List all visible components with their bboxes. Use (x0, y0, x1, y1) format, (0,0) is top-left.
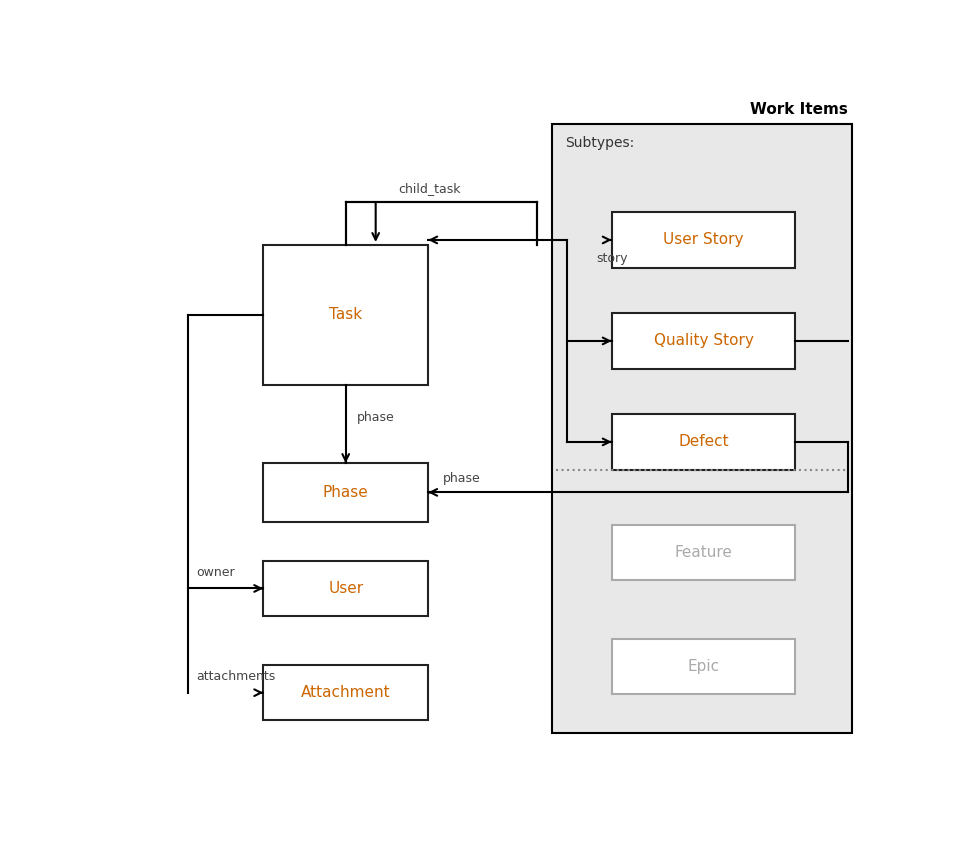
Text: child_task: child_task (398, 182, 460, 195)
Bar (263, 463, 428, 522)
Text: Task: Task (329, 307, 363, 322)
Bar (612, 212, 796, 267)
Bar (263, 561, 428, 616)
Text: owner: owner (195, 566, 234, 579)
Text: story: story (597, 251, 629, 265)
Text: Subtypes:: Subtypes: (566, 136, 634, 150)
Text: Feature: Feature (675, 545, 732, 560)
Text: Phase: Phase (323, 485, 368, 500)
Bar (263, 244, 428, 385)
Text: attachments: attachments (195, 670, 275, 683)
Bar (612, 313, 796, 369)
Text: Epic: Epic (688, 659, 719, 674)
Text: Defect: Defect (678, 434, 729, 449)
Text: Attachment: Attachment (301, 685, 391, 700)
Bar (612, 639, 796, 695)
Bar (263, 665, 428, 721)
Text: Quality Story: Quality Story (654, 333, 753, 349)
Bar (612, 525, 796, 580)
Text: phase: phase (357, 411, 395, 424)
Text: User Story: User Story (663, 233, 744, 247)
Bar (612, 415, 796, 470)
Text: User: User (328, 581, 364, 596)
Text: phase: phase (443, 471, 481, 485)
Text: Work Items: Work Items (750, 102, 848, 117)
Bar (552, 124, 852, 733)
